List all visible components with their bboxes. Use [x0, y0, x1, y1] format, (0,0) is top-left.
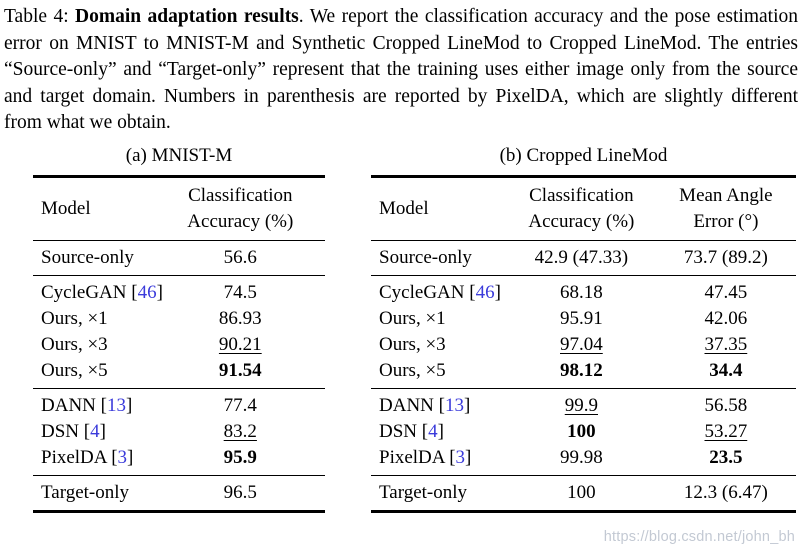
- citation-link[interactable]: 3: [455, 446, 466, 468]
- table-row: Ours, ×1 95.91 42.06: [371, 306, 796, 332]
- table-caption: Table 4: Domain adaptation results. We r…: [0, 0, 804, 137]
- subcaption-b: (b) Cropped LineMod: [499, 144, 668, 166]
- value-cell: 98.12: [560, 359, 603, 381]
- model-cell: DANN [13]: [379, 394, 471, 416]
- table-row: Ours, ×5 98.12 34.4: [371, 358, 796, 384]
- value-cell: 95.91: [560, 307, 603, 329]
- model-cell: Ours, ×3: [379, 333, 446, 355]
- value-cell: 97.04: [560, 333, 603, 355]
- model-cell: Ours, ×3: [41, 333, 108, 355]
- table-row: PixelDA [3] 99.98 23.5: [371, 445, 796, 471]
- subtable-mnist-m: (a) MNIST-M Model Classification Accuracy …: [33, 142, 325, 513]
- table-row: CycleGAN [46] 74.5: [33, 280, 325, 306]
- value-cell: 77.4: [223, 394, 257, 416]
- value-cell: 56.6: [223, 246, 257, 268]
- model-cell: PixelDA [3]: [379, 446, 472, 468]
- table-section: Source-only 42.9 (47.33) 73.7 (89.2): [371, 241, 796, 276]
- value-cell: 95.9: [223, 446, 257, 468]
- value-cell: 73.7 (89.2): [683, 246, 768, 268]
- column-header: Classification Accuracy (%): [187, 184, 294, 232]
- citation-link[interactable]: 3: [117, 446, 128, 468]
- table-row: Ours, ×3 97.04 37.35: [371, 332, 796, 358]
- value-cell: 42.06: [704, 307, 748, 329]
- table-section: Target-only 100 12.3 (6.47): [371, 476, 796, 510]
- table-section: DANN [13] 77.4 DSN [4] 83.2 PixelDA [3] 95.9: [33, 389, 325, 476]
- model-cell: Source-only: [379, 246, 472, 268]
- model-cell: CycleGAN [46]: [379, 281, 501, 303]
- model-cell: PixelDA [3]: [41, 446, 134, 468]
- column-header: Mean Angle Error (°): [679, 184, 773, 232]
- value-cell: 68.18: [560, 281, 603, 303]
- value-cell: 74.5: [223, 281, 257, 303]
- table-section: DANN [13] 99.9 56.58 DSN [4] 100 53.27 PixelDA…: [371, 389, 796, 476]
- model-cell: Target-only: [41, 481, 130, 503]
- column-header-model: Model: [379, 197, 429, 219]
- value-cell: 91.54: [218, 359, 262, 381]
- value-cell: 37.35: [704, 333, 748, 355]
- model-cell: DSN [4]: [379, 420, 444, 442]
- model-cell: DANN [13]: [41, 394, 133, 416]
- value-cell: 83.2: [223, 420, 257, 442]
- value-cell: 34.4: [709, 359, 743, 381]
- model-cell: Target-only: [379, 481, 468, 503]
- value-cell: 99.98: [560, 446, 603, 468]
- model-cell: Ours, ×1: [379, 307, 446, 329]
- value-cell: 56.58: [704, 394, 748, 416]
- table-row: PixelDA [3] 95.9: [33, 445, 325, 471]
- citation-link[interactable]: 46: [137, 281, 157, 303]
- value-cell: 96.5: [223, 481, 257, 503]
- value-cell: 99.9: [564, 394, 598, 416]
- table-section: CycleGAN [46] 68.18 47.45 Ours, ×1 95.91 42.0…: [371, 276, 796, 389]
- watermark-url: https://blog.csdn.net/john_bh: [603, 529, 795, 545]
- citation-link[interactable]: 4: [428, 420, 438, 442]
- value-cell: 90.21: [218, 333, 262, 355]
- value-cell: 23.5: [709, 446, 743, 468]
- value-cell: 12.3 (6.47): [683, 481, 768, 503]
- model-cell: Source-only: [41, 246, 134, 268]
- table-row: Source-only 56.6: [33, 245, 325, 271]
- table-section: Source-only 56.6: [33, 241, 325, 276]
- table-row: Source-only 42.9 (47.33) 73.7 (89.2): [371, 245, 796, 271]
- value-cell: 100: [567, 481, 596, 503]
- table-section: Target-only 96.5: [33, 476, 325, 510]
- value-cell: 47.45: [704, 281, 748, 303]
- citation-link[interactable]: 4: [90, 420, 100, 442]
- subcaption-a: (a) MNIST-M: [125, 144, 233, 166]
- model-cell: Ours, ×1: [41, 307, 108, 329]
- table-row: DSN [4] 83.2: [33, 419, 325, 445]
- table-header-row: Model Classification Accuracy (%) Mean Angl…: [371, 178, 796, 241]
- column-header-model: Model: [41, 197, 91, 219]
- table-row: DSN [4] 100 53.27: [371, 419, 796, 445]
- table-row: Ours, ×1 86.93: [33, 306, 325, 332]
- table-row: Target-only 96.5: [33, 480, 325, 506]
- model-cell: Ours, ×5: [41, 359, 108, 381]
- citation-link[interactable]: 46: [475, 281, 495, 303]
- value-cell: 53.27: [704, 420, 748, 442]
- table-row: Ours, ×5 91.54: [33, 358, 325, 384]
- table-row: Ours, ×3 90.21: [33, 332, 325, 358]
- subtables-container: (a) MNIST-M Model Classification Accuracy …: [0, 142, 804, 513]
- caption-prefix: Table 4:: [4, 6, 76, 27]
- caption-body: . We report the classification accuracy …: [4, 6, 799, 133]
- table-row: DANN [13] 77.4: [33, 393, 325, 419]
- column-header: Classification Accuracy (%): [528, 184, 635, 232]
- subtable-cropped-linemod: (b) Cropped LineMod Model Classification A…: [371, 142, 796, 513]
- value-cell: 100: [567, 420, 596, 442]
- table-header-row: Model Classification Accuracy (%): [33, 178, 325, 241]
- table-cropped-linemod: Model Classification Accuracy (%) Mean Angl…: [371, 174, 796, 513]
- table-row: DANN [13] 99.9 56.58: [371, 393, 796, 419]
- table-mnist-m: Model Classification Accuracy (%) Source-on…: [33, 174, 325, 513]
- citation-link[interactable]: 13: [106, 394, 126, 416]
- value-cell: 86.93: [218, 307, 262, 329]
- caption-bold-title: Domain adaptation results: [75, 6, 299, 27]
- table-section: CycleGAN [46] 74.5 Ours, ×1 86.93 Ours, ×3 90…: [33, 276, 325, 389]
- value-cell: 42.9 (47.33): [534, 246, 629, 268]
- model-cell: DSN [4]: [41, 420, 106, 442]
- model-cell: Ours, ×5: [379, 359, 446, 381]
- table-row: Target-only 100 12.3 (6.47): [371, 480, 796, 506]
- table-row: CycleGAN [46] 68.18 47.45: [371, 280, 796, 306]
- model-cell: CycleGAN [46]: [41, 281, 163, 303]
- citation-link[interactable]: 13: [444, 394, 464, 416]
